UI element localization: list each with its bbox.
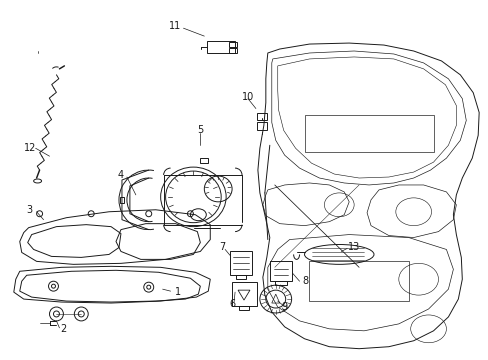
Bar bbox=[232, 282, 256, 306]
Bar bbox=[239, 306, 248, 310]
Bar bbox=[200, 158, 208, 163]
Bar bbox=[230, 251, 251, 275]
Bar bbox=[256, 113, 266, 121]
Bar bbox=[269, 261, 291, 281]
Bar bbox=[236, 275, 245, 279]
Text: 11: 11 bbox=[169, 21, 181, 31]
Text: 1: 1 bbox=[175, 287, 181, 297]
Text: 2: 2 bbox=[60, 324, 66, 334]
Text: 4: 4 bbox=[118, 170, 124, 180]
Bar bbox=[304, 114, 433, 152]
Text: 6: 6 bbox=[228, 299, 235, 309]
Text: 7: 7 bbox=[219, 243, 225, 252]
Bar bbox=[256, 122, 266, 130]
Text: 12: 12 bbox=[23, 143, 36, 153]
Text: 9: 9 bbox=[281, 302, 287, 312]
Bar bbox=[309, 261, 408, 301]
Text: 13: 13 bbox=[347, 243, 360, 252]
Bar bbox=[120, 197, 123, 203]
Bar bbox=[229, 42, 237, 47]
Text: 3: 3 bbox=[26, 205, 33, 215]
Text: 8: 8 bbox=[302, 276, 308, 286]
Bar bbox=[274, 281, 286, 285]
Text: 5: 5 bbox=[197, 125, 203, 135]
Bar bbox=[229, 48, 237, 53]
Text: 10: 10 bbox=[242, 92, 254, 102]
Bar bbox=[207, 41, 235, 53]
